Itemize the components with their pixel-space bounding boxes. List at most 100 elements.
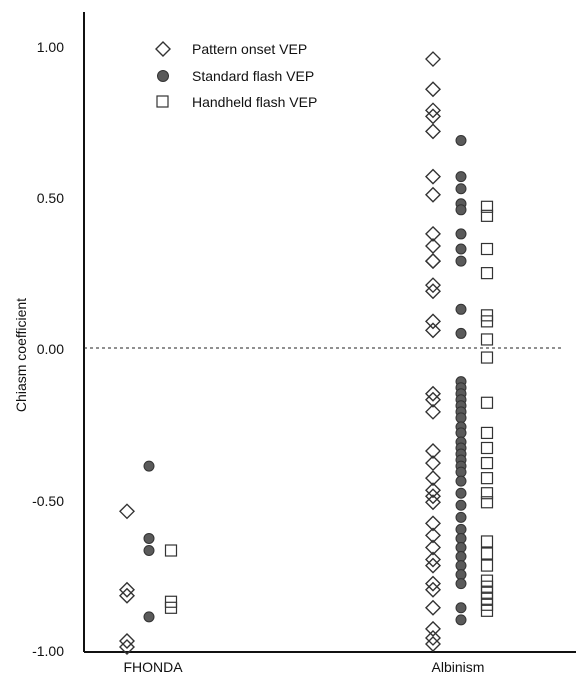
data-point-diamond-open xyxy=(119,587,135,604)
data-point-diamond-open xyxy=(425,253,441,270)
y-tick-label: 0.00 xyxy=(37,341,64,357)
data-point-square-open xyxy=(480,333,494,346)
data-point-circle-filled xyxy=(455,602,467,614)
legend-item-standard-flash: Standard flash VEP xyxy=(157,68,314,84)
y-tick-label: 1.00 xyxy=(37,39,64,55)
data-point-square-open xyxy=(480,456,494,470)
data-point-diamond-open xyxy=(425,168,441,185)
data-point-circle-filled xyxy=(143,545,155,557)
data-point-diamond-open xyxy=(425,551,441,568)
data-point-diamond-open xyxy=(425,51,441,68)
data-point-diamond-open xyxy=(425,391,441,408)
data-point-diamond-open xyxy=(425,385,441,402)
data-point-diamond-open xyxy=(425,557,441,574)
data-point-square-open xyxy=(480,604,494,617)
data-point-circle-filled xyxy=(455,614,467,626)
data-point-diamond-open xyxy=(425,313,441,330)
data-point-circle-filled xyxy=(455,255,467,267)
data-point-diamond-open xyxy=(425,635,441,652)
data-point-diamond-open xyxy=(425,225,441,242)
square-open-icon xyxy=(156,95,169,108)
legend-label: Handheld flash VEP xyxy=(192,94,317,110)
circle-filled-icon xyxy=(157,70,169,82)
data-point-circle-filled xyxy=(455,228,467,240)
data-point-circle-filled xyxy=(455,560,467,572)
legend-item-handheld-flash: Handheld flash VEP xyxy=(156,94,317,110)
data-point-diamond-open xyxy=(119,581,135,598)
data-point-circle-filled xyxy=(455,569,467,581)
data-point-diamond-open xyxy=(425,515,441,532)
data-point-diamond-open xyxy=(425,494,441,511)
data-point-square-open xyxy=(480,267,494,280)
data-point-circle-filled xyxy=(143,532,155,544)
data-point-square-open xyxy=(164,601,178,614)
data-point-diamond-open xyxy=(425,575,441,592)
data-point-circle-filled xyxy=(455,578,467,590)
data-point-diamond-open xyxy=(425,102,441,119)
data-point-diamond-open xyxy=(425,322,441,339)
x-category-label: Albinism xyxy=(432,659,485,675)
data-point-circle-filled xyxy=(455,427,467,439)
data-point-square-open xyxy=(164,544,178,557)
data-point-circle-filled xyxy=(455,511,467,523)
data-point-square-open xyxy=(480,547,494,560)
data-point-square-open xyxy=(480,242,494,256)
data-point-circle-filled xyxy=(455,532,467,544)
y-axis-title: Chiasm coefficient xyxy=(13,298,29,412)
data-point-circle-filled xyxy=(455,134,467,146)
data-point-diamond-open xyxy=(119,638,135,655)
data-point-diamond-open xyxy=(425,527,441,544)
data-point-diamond-open xyxy=(425,123,441,140)
data-point-circle-filled xyxy=(455,243,467,255)
data-point-diamond-open xyxy=(425,443,441,459)
data-point-circle-filled xyxy=(455,327,467,339)
data-point-square-open xyxy=(480,426,494,440)
data-point-diamond-open xyxy=(425,620,441,637)
data-point-diamond-open xyxy=(119,632,135,649)
data-point-square-open xyxy=(480,396,494,409)
data-point-circle-filled xyxy=(455,475,467,487)
data-point-diamond-open xyxy=(425,599,441,616)
diamond-open-icon xyxy=(155,41,171,57)
data-point-circle-filled xyxy=(455,412,467,424)
data-point-circle-filled xyxy=(143,611,155,623)
data-point-circle-filled xyxy=(455,171,467,183)
data-point-diamond-open xyxy=(425,470,441,487)
y-tick-label: 0.50 xyxy=(37,190,64,206)
data-point-diamond-open xyxy=(425,81,441,98)
data-point-circle-filled xyxy=(455,523,467,535)
data-point-diamond-open xyxy=(425,455,441,472)
data-point-circle-filled xyxy=(455,183,467,195)
data-point-circle-filled xyxy=(455,487,467,499)
data-point-circle-filled xyxy=(455,541,467,553)
data-point-square-open xyxy=(480,441,494,455)
data-point-diamond-open xyxy=(425,482,441,499)
legend-label: Standard flash VEP xyxy=(192,68,314,84)
data-point-diamond-open xyxy=(425,403,441,420)
data-point-square-open xyxy=(480,351,494,364)
legend-label: Pattern onset VEP xyxy=(192,41,307,57)
y-tick-label: -0.50 xyxy=(32,493,64,509)
data-point-diamond-open xyxy=(119,503,135,520)
data-point-circle-filled xyxy=(455,551,467,563)
data-point-diamond-open xyxy=(425,108,441,125)
legend: Pattern onset VEP Standard flash VEP Han… xyxy=(155,41,317,110)
legend-item-pattern-onset: Pattern onset VEP xyxy=(155,41,307,57)
x-category-label: FHONDA xyxy=(123,659,183,675)
data-point-square-open xyxy=(480,496,494,509)
data-point-diamond-open xyxy=(425,581,441,598)
data-point-diamond-open xyxy=(425,277,441,294)
data-point-square-open xyxy=(480,472,494,485)
data-point-diamond-open xyxy=(425,186,441,203)
data-point-square-open xyxy=(480,559,494,572)
data-point-square-open xyxy=(480,535,494,548)
data-point-circle-filled xyxy=(455,499,467,511)
data-point-circle-filled xyxy=(455,303,467,315)
data-point-circle-filled xyxy=(143,460,155,472)
data-point-diamond-open xyxy=(425,629,441,646)
data-point-circle-filled xyxy=(455,204,467,216)
data-point-square-open xyxy=(480,315,494,328)
data-point-diamond-open xyxy=(425,283,441,300)
data-point-diamond-open xyxy=(425,238,441,254)
